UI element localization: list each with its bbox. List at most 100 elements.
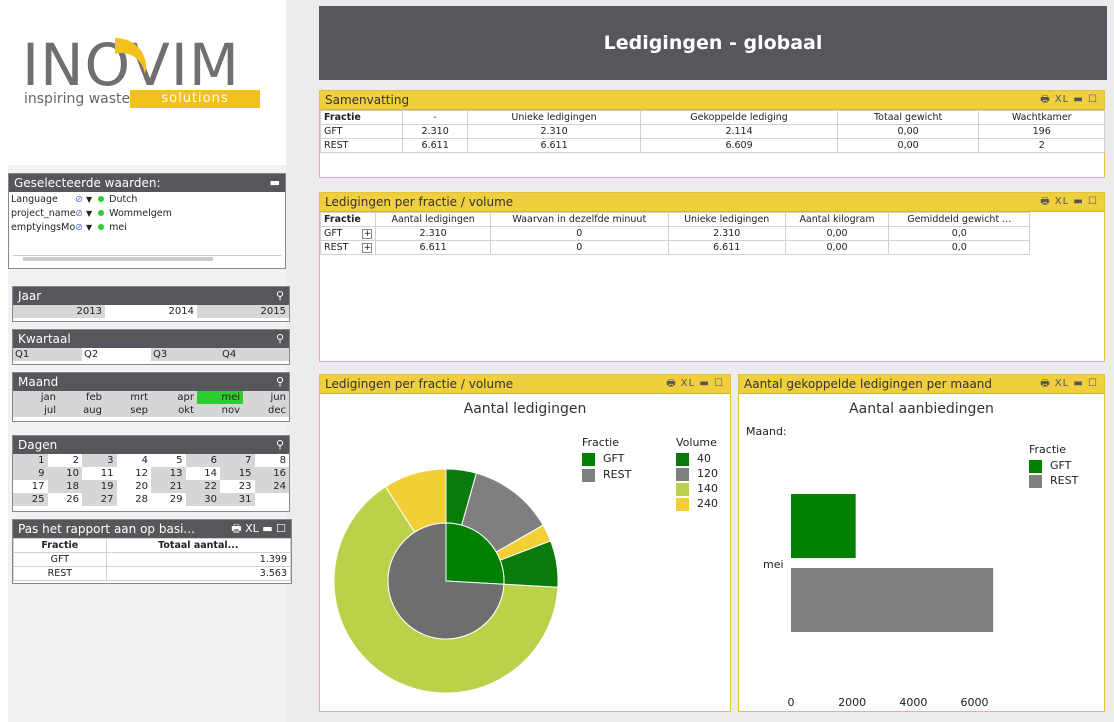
x-tick-label: 6000 [961, 696, 989, 709]
kwartaal-item[interactable]: Q3 [151, 348, 220, 361]
scrollbar-thumb[interactable] [23, 257, 213, 261]
dagen-item[interactable]: 18 [47, 480, 82, 493]
kwartaal-item[interactable]: Q1 [13, 348, 82, 361]
legend-item[interactable]: GFT [582, 451, 631, 467]
maand-item[interactable]: feb [59, 391, 105, 404]
dagen-item[interactable]: 25 [13, 493, 48, 506]
column-header[interactable]: Unieke ledigingen [466, 110, 642, 125]
column-header[interactable]: Wachtkamer [978, 110, 1105, 125]
clear-selection-icon[interactable]: ⊘ [75, 194, 83, 205]
search-icon[interactable]: ⚲ [275, 332, 284, 345]
maand-item[interactable]: jun [243, 391, 289, 404]
rapport-table-box: Pas het rapport aan op basi... 🖶 XL ▬ ☐ F… [12, 519, 292, 584]
legend-item[interactable]: 140 [676, 481, 718, 496]
kwartaal-item[interactable]: Q4 [220, 348, 289, 361]
maand-item[interactable]: dec [243, 404, 289, 417]
dagen-item[interactable]: 6 [185, 454, 220, 467]
dagen-item[interactable]: 21 [151, 480, 186, 493]
bar-gft-mei[interactable] [791, 494, 856, 558]
panel-tools[interactable]: 🖶 XL ▬ ☐ [1040, 94, 1098, 105]
column-header[interactable]: Fractie [13, 538, 107, 553]
search-icon[interactable]: ⚲ [275, 289, 284, 302]
column-header[interactable]: Waarvan in dezelfde minuut [489, 212, 669, 227]
dagen-item[interactable]: 9 [13, 467, 48, 480]
search-icon[interactable]: ⚲ [275, 438, 284, 451]
dagen-item[interactable]: 13 [151, 467, 186, 480]
table-row: REST +6.611 0 6.611 0,00 0,0 [319, 240, 1030, 255]
dagen-item[interactable]: 29 [151, 493, 186, 506]
dagen-item[interactable]: 5 [151, 454, 186, 467]
legend-item[interactable]: 40 [676, 451, 718, 466]
clear-selection-icon[interactable]: ⊘ [75, 208, 83, 219]
column-header[interactable]: Aantal kilogram [784, 212, 890, 227]
dropdown-arrow-icon[interactable]: ▼ [85, 223, 93, 232]
legend-item[interactable]: 240 [676, 496, 718, 511]
dagen-item[interactable] [254, 493, 289, 506]
legend-item[interactable]: 120 [676, 466, 718, 481]
clear-selection-icon[interactable]: ⊘ [75, 222, 83, 233]
column-header[interactable]: Gekoppelde lediging [640, 110, 838, 125]
bar-rest-mei[interactable] [791, 568, 994, 632]
pie-inner-slice-rest[interactable] [387, 522, 505, 640]
expand-icon[interactable]: + [362, 229, 373, 239]
maand-item[interactable]: mrt [105, 391, 151, 404]
legend-item[interactable]: REST [1029, 473, 1078, 488]
column-header[interactable]: Fractie [319, 110, 404, 125]
dagen-item[interactable]: 11 [82, 467, 117, 480]
dagen-item[interactable]: 24 [254, 480, 289, 493]
dagen-item[interactable]: 28 [116, 493, 151, 506]
column-header[interactable]: Totaal aantal... [105, 538, 292, 553]
dagen-item[interactable]: 2 [47, 454, 82, 467]
horizontal-scrollbar[interactable] [13, 255, 281, 262]
maand-item[interactable]: mei [197, 391, 243, 404]
dagen-item[interactable]: 7 [220, 454, 255, 467]
dagen-item[interactable]: 12 [116, 467, 151, 480]
panel-tools[interactable]: 🖶 XL ▬ ☐ [1040, 378, 1098, 389]
column-header[interactable]: Fractie [319, 212, 377, 227]
dagen-item[interactable]: 8 [254, 454, 289, 467]
legend-item[interactable]: REST [582, 467, 631, 483]
dagen-item[interactable]: 3 [82, 454, 117, 467]
maand-item[interactable]: sep [105, 404, 151, 417]
maand-item[interactable]: apr [151, 391, 197, 404]
dagen-item[interactable]: 31 [220, 493, 255, 506]
column-header[interactable]: Unieke ledigingen [667, 212, 786, 227]
dagen-item[interactable]: 27 [82, 493, 117, 506]
dagen-item[interactable]: 30 [185, 493, 220, 506]
dagen-item[interactable]: 10 [47, 467, 82, 480]
expand-icon[interactable]: + [362, 243, 373, 253]
maand-item[interactable]: jan [13, 391, 59, 404]
maand-item[interactable]: jul [13, 404, 59, 417]
dagen-item[interactable]: 4 [116, 454, 151, 467]
column-header[interactable]: - [402, 110, 468, 125]
search-icon[interactable]: ⚲ [275, 375, 284, 388]
minimize-icon[interactable]: ▬ [269, 176, 280, 189]
dagen-item[interactable]: 19 [82, 480, 117, 493]
column-header[interactable]: Aantal ledigingen [375, 212, 491, 227]
dropdown-arrow-icon[interactable]: ▼ [85, 195, 93, 204]
panel-tools[interactable]: 🖶 XL ▬ ☐ [1040, 196, 1098, 207]
dagen-item[interactable]: 20 [116, 480, 151, 493]
maand-row: jan feb mrt apr mei jun [13, 391, 289, 404]
panel-tools[interactable]: 🖶 XL ▬ ☐ [666, 378, 724, 389]
maand-item[interactable]: aug [59, 404, 105, 417]
dagen-item[interactable]: 1 [13, 454, 48, 467]
maand-item[interactable]: nov [197, 404, 243, 417]
dagen-item[interactable]: 17 [13, 480, 48, 493]
rapport-tools[interactable]: 🖶 XL ▬ ☐ [231, 522, 286, 535]
legend-item[interactable]: GFT [1029, 458, 1078, 473]
column-header[interactable]: Totaal gewicht [836, 110, 980, 125]
dagen-item[interactable]: 23 [220, 480, 255, 493]
kwartaal-item[interactable]: Q2 [82, 348, 151, 361]
jaar-item[interactable]: 2014 [105, 305, 197, 318]
column-header[interactable]: Gemiddeld gewicht ... [888, 212, 1030, 227]
dagen-item[interactable]: 26 [47, 493, 82, 506]
dagen-item[interactable]: 16 [254, 467, 289, 480]
jaar-item[interactable]: 2013 [13, 305, 105, 318]
dagen-item[interactable]: 14 [185, 467, 220, 480]
dagen-item[interactable]: 15 [220, 467, 255, 480]
jaar-item[interactable]: 2015 [197, 305, 289, 318]
dropdown-arrow-icon[interactable]: ▼ [85, 209, 93, 218]
dagen-item[interactable]: 22 [185, 480, 220, 493]
maand-item[interactable]: okt [151, 404, 197, 417]
